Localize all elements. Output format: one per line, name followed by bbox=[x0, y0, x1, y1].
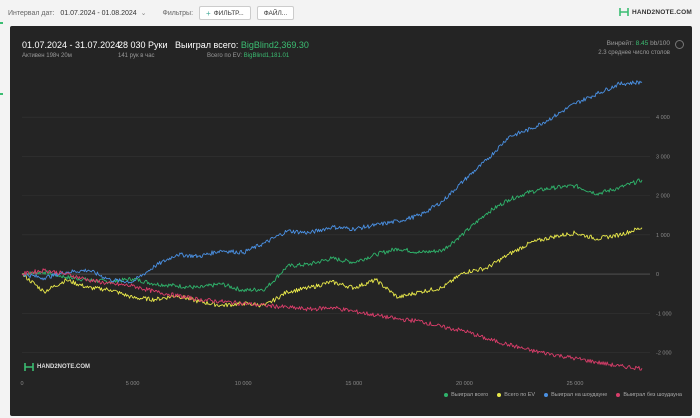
winrate-suffix: bb/100 bbox=[650, 40, 670, 47]
hands-block: 28 030 Руки 141 рук в час bbox=[118, 40, 168, 59]
ev-value: BigBlind1,181.01 bbox=[243, 53, 290, 59]
chart-legend: Выиграл всего Всего по EV Выиграл на шоуда… bbox=[435, 392, 682, 398]
legend-label: Выиграл без шоудауна bbox=[623, 392, 682, 398]
toolbar: Интервал дат: 01.07.2024 - 01.08.2024 ⌄ … bbox=[0, 0, 700, 26]
legend-item[interactable]: Выиграл без шоудауна bbox=[616, 392, 682, 398]
series-line bbox=[21, 178, 643, 293]
x-tick-label: 5 000 bbox=[126, 381, 140, 387]
y-tick-label: 1 000 bbox=[656, 233, 670, 239]
winrate-block: Винрейт: 8.45 bb/100 2.3 среднее число с… bbox=[598, 40, 670, 56]
legend-swatch bbox=[544, 393, 549, 397]
legend-swatch bbox=[616, 393, 621, 397]
x-tick-label: 10 000 bbox=[235, 381, 252, 387]
y-tick-label: 4 000 bbox=[656, 115, 670, 121]
avg-tables: 2.3 среднее число столов bbox=[598, 50, 670, 56]
filter-button-label: ФИЛЬТР... bbox=[213, 9, 244, 17]
hand2note-logo-icon bbox=[619, 8, 629, 16]
results-chart: 4 000 3 000 2 000 1 000 0 -1 000 -2 000 0 5 000 1… bbox=[20, 80, 672, 387]
chevron-down-icon[interactable]: ⌄ bbox=[140, 10, 147, 17]
winrate-label: Винрейт: bbox=[606, 40, 634, 47]
date-range-label: Интервал дат: bbox=[8, 9, 55, 17]
brand-name: HAND2NOTE.COM bbox=[631, 8, 692, 16]
ev-label: Всего по EV: bbox=[207, 53, 243, 59]
filters-label: Фильтры: bbox=[162, 9, 194, 17]
series-line bbox=[21, 227, 643, 308]
y-tick-label: 0 bbox=[656, 272, 659, 278]
edge-marker bbox=[0, 93, 3, 95]
x-tick-label: 0 bbox=[20, 381, 23, 387]
hands-value: 28 030 Руки bbox=[118, 40, 168, 50]
x-tick-label: 20 000 bbox=[456, 381, 473, 387]
legend-label: Выиграл на шоудауне bbox=[551, 392, 608, 398]
legend-item[interactable]: Выиграл всего bbox=[444, 392, 488, 398]
legend-label: Всего по EV bbox=[504, 392, 536, 398]
watermark-text: HAND2NOTE.COM bbox=[37, 364, 91, 370]
file-button[interactable]: ФАЙЛ... bbox=[256, 6, 295, 20]
period-value: 01.07.2024 - 31.07.2024 bbox=[22, 40, 121, 50]
won-label: Выиграл всего: bbox=[175, 40, 239, 50]
date-range-value[interactable]: 01.07.2024 - 01.08.2024 bbox=[60, 9, 137, 17]
graph-panel: 01.07.2024 - 31.07.2024 Активен 198ч 20м… bbox=[10, 26, 692, 416]
legend-item[interactable]: Всего по EV bbox=[497, 392, 535, 398]
brand-logo: HAND2NOTE.COM bbox=[619, 7, 692, 17]
legend-label: Выиграл всего bbox=[451, 392, 489, 398]
y-tick-label: -2 000 bbox=[656, 350, 672, 356]
winrate-value: 8.45 bbox=[635, 40, 649, 47]
active-time: Активен 198ч 20м bbox=[22, 53, 72, 59]
filter-button[interactable]: + ФИЛЬТР... bbox=[199, 6, 251, 20]
y-tick-label: -1 000 bbox=[656, 311, 672, 317]
x-tick-label: 15 000 bbox=[345, 381, 362, 387]
won-block: Выиграл всего: BigBlind2,369.30 Всего по… bbox=[175, 40, 309, 59]
legend-swatch bbox=[444, 393, 449, 397]
hand2note-logo-icon bbox=[24, 363, 34, 371]
series-line bbox=[21, 268, 643, 371]
y-tick-label: 3 000 bbox=[656, 154, 670, 160]
file-button-label: ФАЙЛ... bbox=[263, 9, 288, 17]
series-line bbox=[21, 80, 643, 284]
watermark: HAND2NOTE.COM bbox=[24, 362, 90, 372]
plus-icon: + bbox=[206, 8, 211, 18]
won-value: BigBlind2,369.30 bbox=[240, 40, 309, 50]
legend-item[interactable]: Выиграл на шоудауне bbox=[544, 392, 607, 398]
period-block: 01.07.2024 - 31.07.2024 Активен 198ч 20м bbox=[22, 40, 120, 59]
edge-marker bbox=[0, 22, 3, 24]
hands-per-hour: 141 рук в час bbox=[118, 53, 155, 59]
legend-swatch bbox=[497, 393, 502, 397]
y-tick-label: 2 000 bbox=[656, 194, 670, 200]
x-tick-label: 25 000 bbox=[567, 381, 584, 387]
settings-icon[interactable] bbox=[675, 40, 684, 49]
